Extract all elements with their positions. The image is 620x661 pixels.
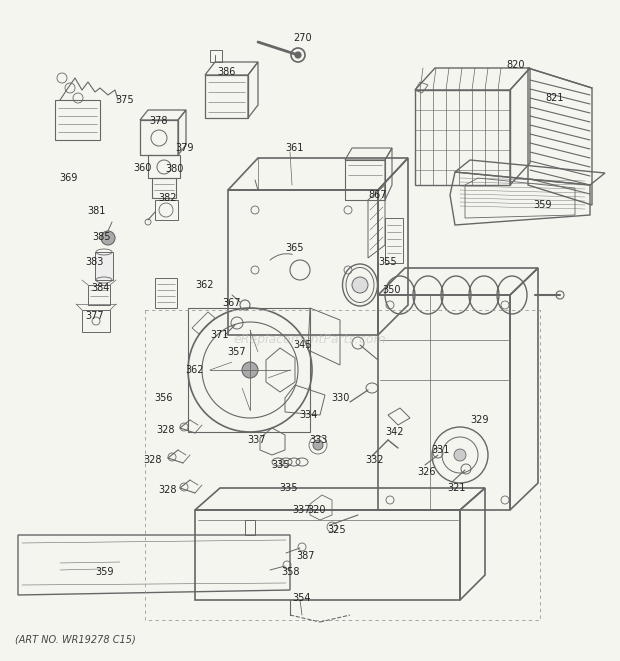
Text: 328: 328 [144,455,162,465]
Text: 821: 821 [546,93,564,103]
Text: 386: 386 [218,67,236,77]
Text: 382: 382 [159,193,177,203]
Text: 334: 334 [299,410,317,420]
Text: 359: 359 [95,567,114,577]
Text: 330: 330 [331,393,349,403]
Text: 367: 367 [223,298,241,308]
Bar [88,285,110,305]
Text: 326: 326 [418,467,436,477]
Text: 355: 355 [379,257,397,267]
Text: 375: 375 [116,95,135,105]
Text: 321: 321 [448,483,466,493]
Text: 357: 357 [228,347,246,357]
Text: 380: 380 [166,164,184,174]
Text: 320: 320 [308,505,326,515]
Bar [155,278,177,308]
Text: 383: 383 [86,257,104,267]
Circle shape [295,52,301,58]
Text: 377: 377 [86,311,104,321]
Text: 328: 328 [159,485,177,495]
Text: 333: 333 [310,435,328,445]
Text: 329: 329 [471,415,489,425]
Text: eReplacementParts.com: eReplacementParts.com [234,334,386,346]
Text: 337: 337 [293,505,311,515]
Text: 358: 358 [281,567,300,577]
Text: 362: 362 [196,280,215,290]
Text: 332: 332 [366,455,384,465]
Text: 342: 342 [386,427,404,437]
Circle shape [352,277,368,293]
Text: 354: 354 [293,593,311,603]
Bar [95,252,113,280]
Text: 360: 360 [134,163,152,173]
Text: 820: 820 [507,60,525,70]
Text: 379: 379 [175,143,194,153]
Text: 331: 331 [432,445,450,455]
Text: 335: 335 [280,483,298,493]
Text: 369: 369 [59,173,77,183]
Text: 378: 378 [150,116,168,126]
Text: (ART NO. WR19278 C15): (ART NO. WR19278 C15) [15,635,136,645]
Text: 328: 328 [157,425,175,435]
Bar [210,50,222,62]
Text: 365: 365 [286,243,304,253]
Text: 867: 867 [369,190,388,200]
Circle shape [454,449,466,461]
Text: 337: 337 [248,435,266,445]
Bar [385,218,403,263]
Text: 325: 325 [328,525,347,535]
Text: 371: 371 [211,330,229,340]
Text: 356: 356 [155,393,173,403]
Text: 270: 270 [294,33,312,43]
Text: 361: 361 [286,143,304,153]
Circle shape [101,231,115,245]
Circle shape [242,362,258,378]
Text: 335: 335 [272,460,290,470]
Text: 350: 350 [383,285,401,295]
Text: 387: 387 [297,551,315,561]
Bar [82,310,110,332]
Text: 359: 359 [534,200,552,210]
Text: 385: 385 [93,232,111,242]
Text: 384: 384 [91,283,109,293]
Text: 362: 362 [186,365,204,375]
Circle shape [313,440,323,450]
Text: 381: 381 [87,206,105,216]
Text: 345: 345 [294,340,312,350]
